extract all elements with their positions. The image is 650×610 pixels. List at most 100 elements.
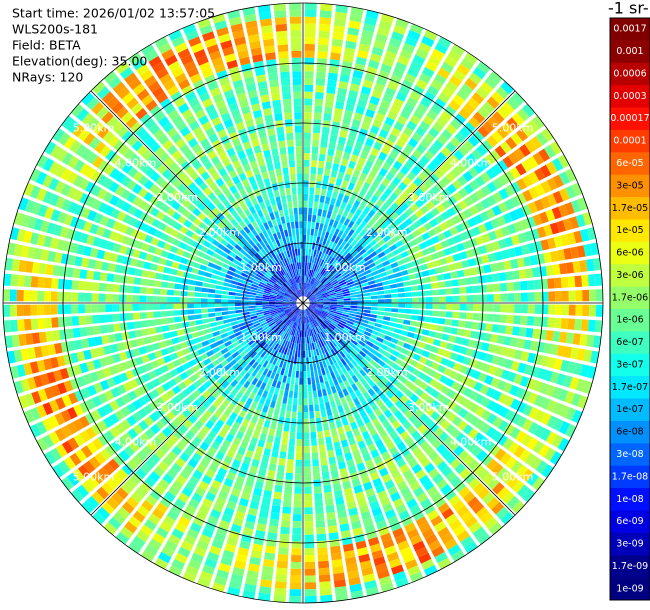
range-gate	[149, 412, 160, 423]
range-gate	[120, 322, 128, 331]
range-gate	[304, 282, 307, 290]
range-gate	[144, 428, 156, 439]
range-gate	[83, 132, 96, 146]
range-gate	[443, 436, 455, 447]
range-gate	[337, 87, 348, 96]
range-gate	[125, 370, 135, 380]
range-gate	[240, 259, 248, 266]
range-gate	[319, 10, 332, 18]
range-gate	[282, 431, 289, 439]
range-gate	[282, 98, 292, 107]
range-gate	[23, 304, 31, 316]
range-gate	[418, 552, 432, 564]
range-gate	[237, 251, 245, 259]
range-gate	[400, 202, 409, 212]
range-gate	[283, 296, 290, 300]
range-gate	[249, 206, 256, 215]
range-gate	[30, 304, 38, 316]
range-gate	[313, 257, 318, 264]
range-gate	[431, 545, 445, 558]
range-gate	[234, 560, 247, 570]
range-gate	[261, 426, 269, 435]
range-gate	[209, 414, 219, 424]
range-gate	[275, 263, 281, 270]
range-gate	[202, 380, 212, 390]
range-gate	[199, 61, 212, 72]
range-gate	[166, 85, 179, 97]
range-gate	[327, 79, 337, 88]
range-gate	[200, 245, 209, 253]
range-gate	[332, 269, 339, 276]
range-gate	[430, 389, 440, 399]
range-gate	[69, 352, 79, 364]
range-gate	[507, 348, 517, 359]
range-gate	[486, 400, 497, 411]
range-gate	[385, 269, 394, 276]
range-gate	[303, 343, 306, 351]
range-gate	[308, 284, 313, 291]
range-gate	[99, 324, 108, 334]
range-gate	[318, 284, 325, 290]
range-gate	[148, 327, 157, 335]
range-gate	[312, 263, 316, 271]
range-gate	[361, 347, 369, 355]
range-gate	[506, 475, 520, 489]
range-gate	[424, 316, 432, 323]
range-gate	[308, 307, 314, 313]
range-gate	[304, 561, 316, 569]
range-gate	[309, 187, 315, 195]
range-gate	[276, 297, 283, 300]
range-gate	[185, 29, 199, 41]
range-gate	[274, 318, 281, 323]
range-gate	[541, 464, 554, 478]
range-gate	[270, 512, 280, 520]
range-gate	[239, 369, 247, 377]
range-gate	[140, 278, 148, 286]
range-gate	[348, 160, 356, 169]
range-gate	[184, 333, 193, 341]
range-gate	[258, 129, 267, 139]
range-gate	[193, 303, 201, 308]
range-gate	[366, 530, 378, 540]
range-gate	[356, 245, 364, 253]
range-gate	[220, 332, 229, 339]
range-gate	[283, 493, 292, 501]
range-gate	[500, 81, 514, 95]
range-gate	[304, 568, 316, 576]
range-gate	[65, 267, 74, 278]
range-gate	[37, 304, 45, 316]
range-gate	[374, 278, 382, 284]
range-gate	[139, 432, 151, 444]
range-gate	[317, 167, 324, 175]
range-gate	[509, 384, 519, 396]
range-gate	[288, 257, 293, 264]
range-gate	[455, 373, 465, 383]
range-gate	[113, 454, 125, 467]
range-gate	[13, 243, 23, 257]
range-gate	[175, 322, 183, 330]
range-gate	[384, 307, 392, 312]
range-gate	[94, 452, 106, 465]
range-gate	[117, 506, 131, 520]
range-gate	[103, 71, 118, 84]
range-gate	[256, 311, 264, 316]
range-gate	[272, 286, 280, 291]
range-gate	[314, 309, 321, 314]
range-gate	[413, 486, 425, 498]
range-gate	[188, 36, 202, 47]
range-gate	[319, 275, 325, 282]
range-gate	[473, 381, 484, 392]
range-gate	[389, 150, 399, 160]
range-gate	[234, 354, 242, 362]
range-gate	[335, 384, 342, 392]
range-gate	[293, 343, 297, 351]
range-gate	[350, 443, 359, 452]
range-gate	[223, 319, 231, 324]
range-gate	[80, 148, 93, 161]
range-gate	[271, 92, 281, 101]
range-gate	[310, 173, 316, 181]
range-gate	[251, 377, 259, 386]
range-gate	[255, 380, 263, 388]
range-gate	[239, 211, 247, 220]
range-gate	[255, 346, 262, 354]
